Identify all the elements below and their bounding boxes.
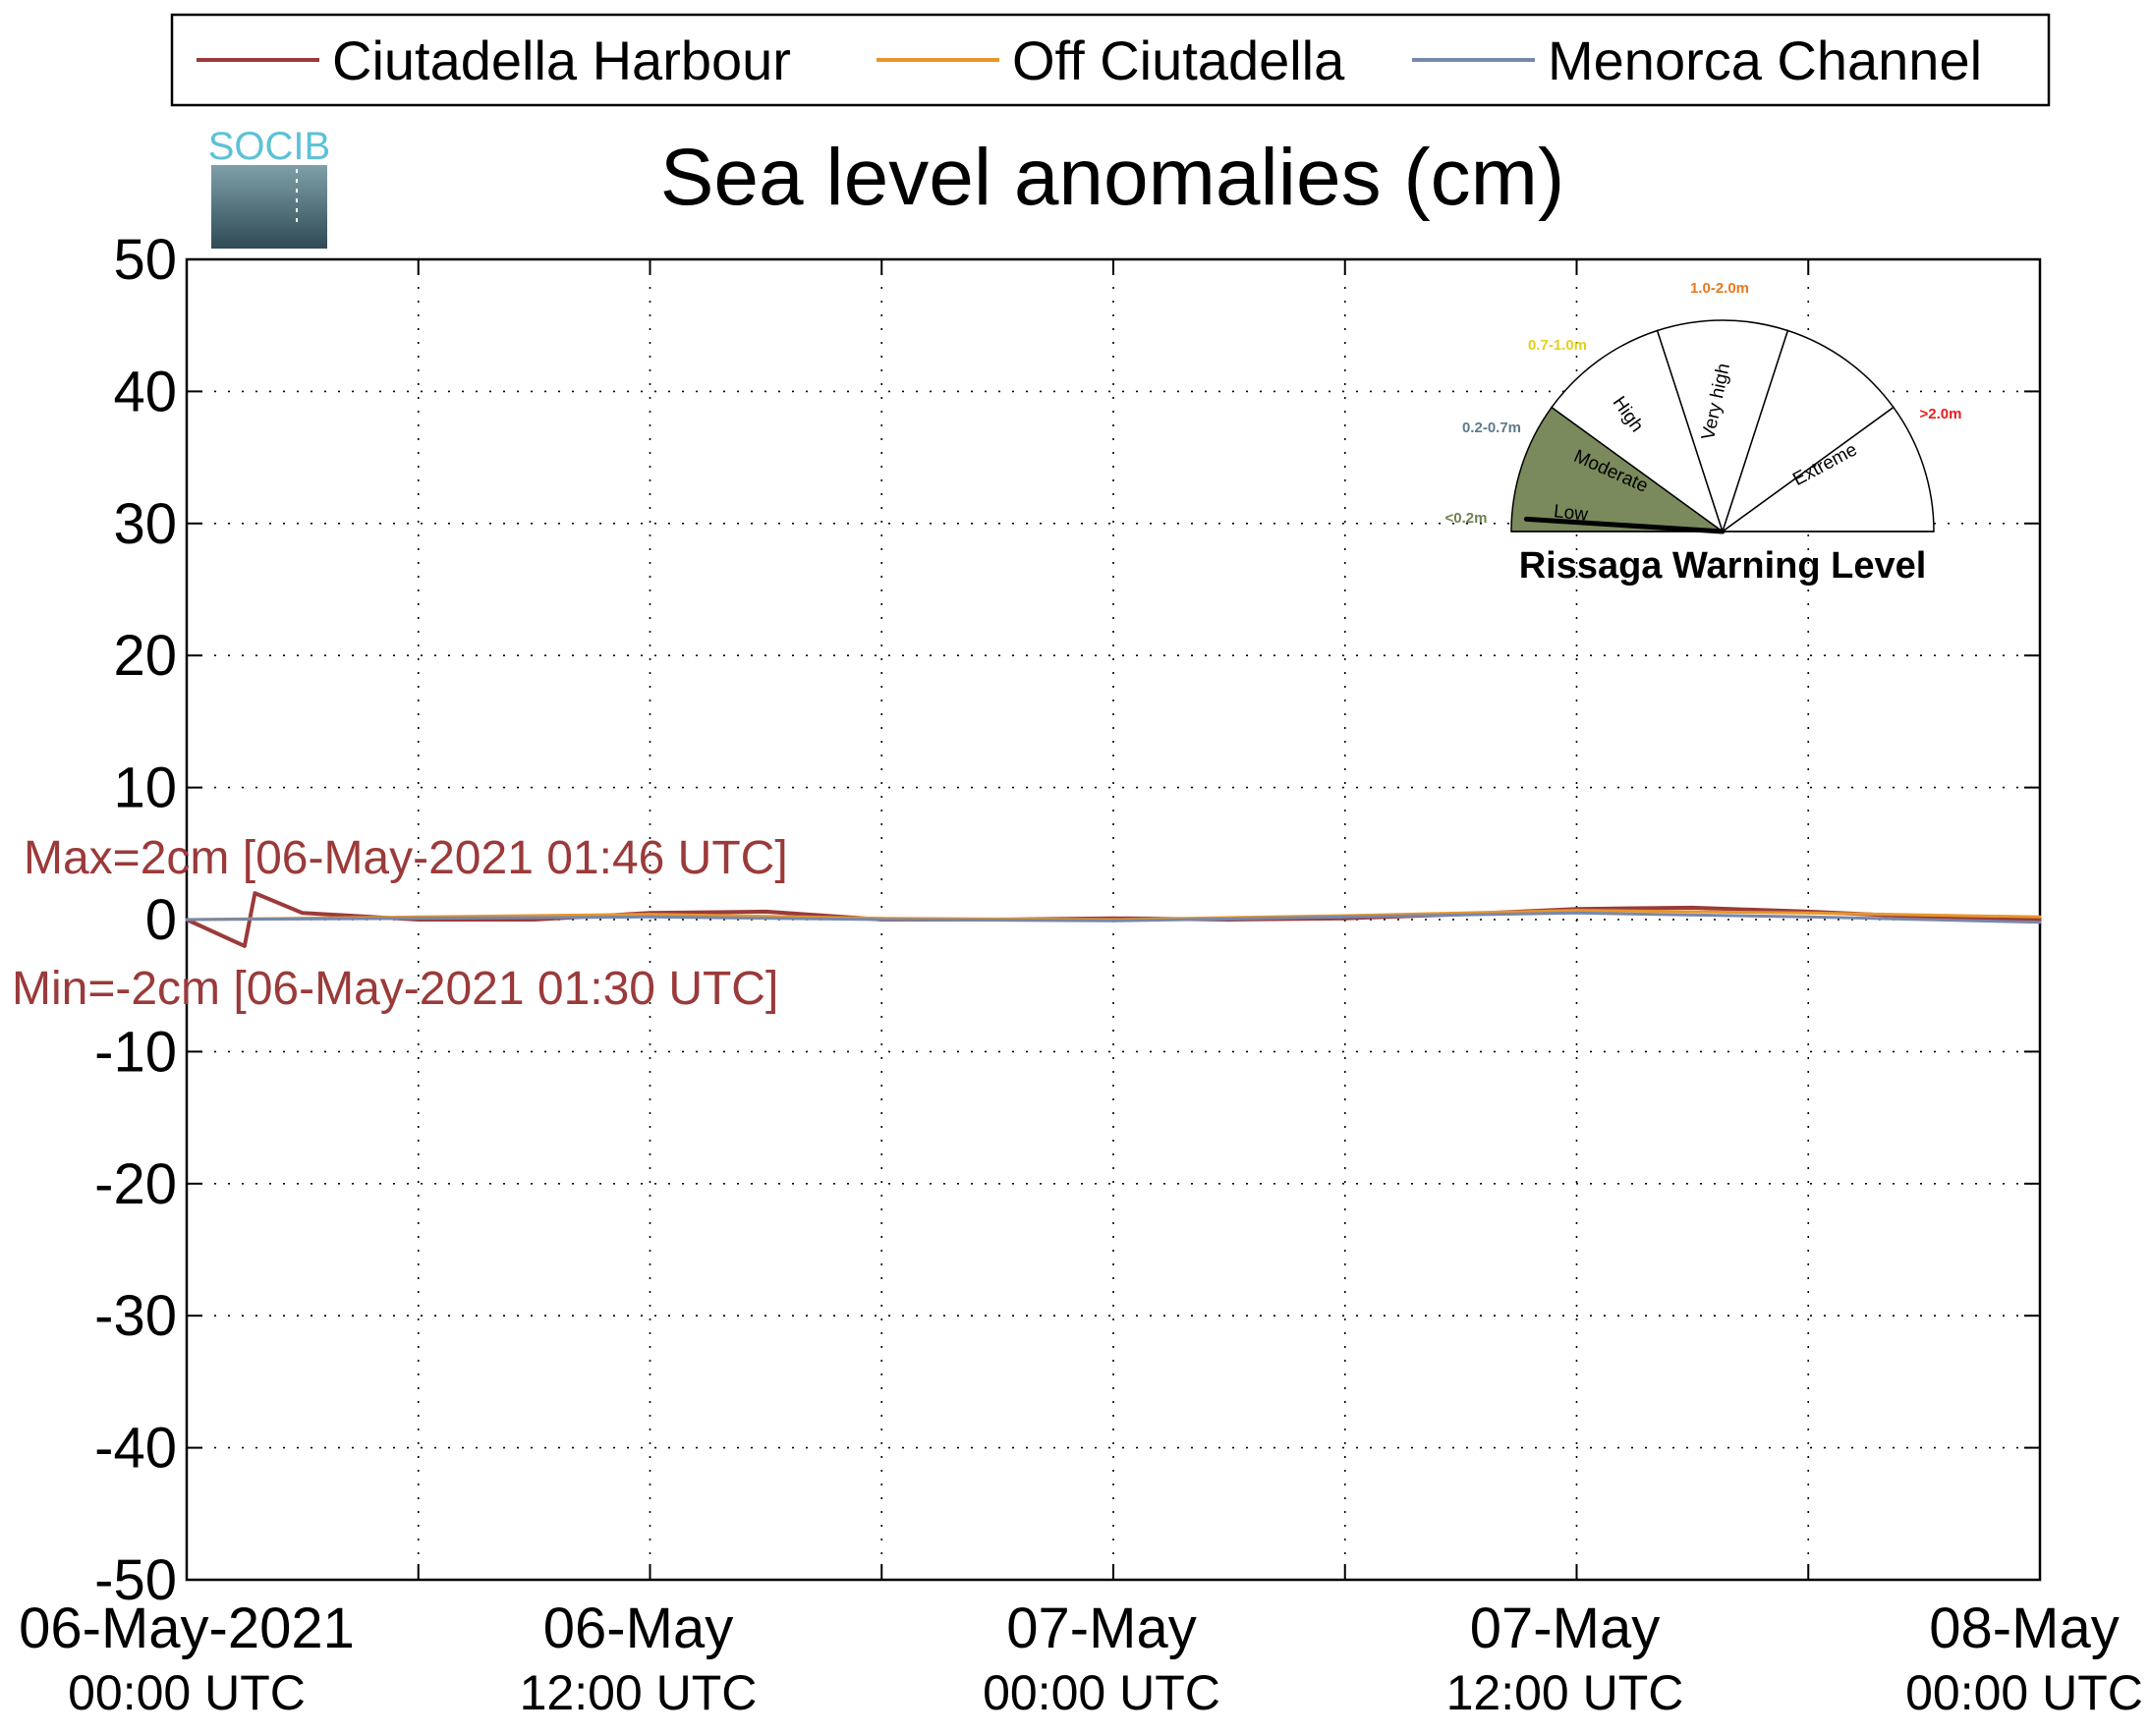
- x-tick-label-date: 08-May: [1929, 1596, 2119, 1660]
- legend-label-off-ciutadella: Off Ciutadella: [1012, 29, 1345, 91]
- y-tick-label: 20: [113, 624, 177, 688]
- y-axis: 50 40 30 20 10 0 -10 -20 -30 -40 -50: [94, 228, 2040, 1612]
- legend: Ciutadella Harbour Off Ciutadella Menorc…: [170, 13, 2051, 107]
- data-point-off-ciutadella: [649, 913, 651, 917]
- gauge-range-low: <0.2m: [1445, 510, 1488, 527]
- data-point-off-ciutadella: [2038, 915, 2042, 919]
- gauge-range-high: 0.7-1.0m: [1528, 337, 1587, 354]
- data-point-menorca-channel: [417, 917, 421, 921]
- x-tick-label-time: 00:00 UTC: [68, 1665, 306, 1720]
- x-tick-label-time: 12:00 UTC: [520, 1665, 758, 1720]
- y-tick-label: -10: [94, 1020, 177, 1084]
- y-tick-label: -30: [94, 1284, 177, 1348]
- x-tick-label-date: 07-May: [1006, 1596, 1196, 1660]
- socib-logo-text: SOCIB: [208, 125, 330, 168]
- x-tick-label-time: 00:00 UTC: [983, 1665, 1220, 1720]
- data-point-ciutadella-harbour: [764, 910, 767, 914]
- data-point-ciutadella-harbour: [301, 911, 305, 915]
- data-point-ciutadella-harbour: [1690, 906, 1694, 910]
- y-tick-label: 0: [145, 888, 177, 952]
- y-tick-label: 40: [113, 360, 177, 423]
- y-tick-label: -50: [94, 1548, 177, 1612]
- legend-label-ciutadella-harbour: Ciutadella Harbour: [332, 29, 791, 91]
- y-tick-label: 30: [113, 492, 177, 556]
- gauge-sector-low: [1510, 406, 1726, 532]
- chart-title: Sea level anomalies (cm): [660, 133, 1565, 222]
- gauge-needle: [1523, 516, 1726, 534]
- x-tick-label-date: 06-May-2021: [19, 1596, 355, 1660]
- legend-item-menorca-channel: Menorca Channel: [1412, 29, 1982, 91]
- data-point-off-ciutadella: [1806, 911, 1810, 915]
- y-tick-label: 50: [113, 228, 177, 292]
- min-annotation: Min=-2cm [06-May-2021 01:30 UTC]: [12, 963, 778, 1015]
- socib-logo: SOCIB: [208, 125, 330, 249]
- data-point-menorca-channel: [1343, 915, 1347, 919]
- y-tick-label: 10: [113, 756, 177, 820]
- gauge-sector-high: [1656, 319, 1789, 534]
- x-tick-label-time: 00:00 UTC: [1905, 1665, 2143, 1720]
- gauge-sector-moderate: [1551, 329, 1725, 533]
- y-tick-label: -20: [94, 1152, 177, 1216]
- x-tick-label-date: 07-May: [1470, 1596, 1660, 1660]
- gauge-range-very-high: 1.0-2.0m: [1690, 280, 1749, 297]
- data-point-menorca-channel: [1111, 919, 1115, 923]
- gauge-range-moderate: 0.2-0.7m: [1462, 420, 1521, 436]
- x-tick-label-date: 06-May: [543, 1596, 733, 1660]
- data-point-ciutadella-harbour: [243, 944, 247, 948]
- data-point-menorca-channel: [879, 918, 883, 922]
- legend-item-off-ciutadella: Off Ciutadella: [877, 29, 1345, 91]
- data-point-menorca-channel: [185, 918, 189, 922]
- x-tick-label-time: 12:00 UTC: [1446, 1665, 1684, 1720]
- gauge-sector-very-high: [1721, 329, 1895, 533]
- socib-logo-mark: [211, 165, 327, 249]
- gauge-sector-extreme: [1720, 406, 1935, 532]
- legend-label-menorca-channel: Menorca Channel: [1548, 29, 1982, 91]
- rissaga-warning-gauge: Rissaga Warning Level Low<0.2mModerate0.…: [1445, 280, 1962, 587]
- data-point-ciutadella-harbour: [2038, 918, 2042, 922]
- data-point-off-ciutadella: [1575, 909, 1578, 913]
- series-layer: [185, 891, 2042, 948]
- data-point-ciutadella-harbour: [253, 891, 256, 895]
- gauge-title: Rissaga Warning Level: [1519, 545, 1927, 587]
- data-point-menorca-channel: [1575, 911, 1578, 915]
- y-tick-label: -40: [94, 1417, 177, 1481]
- gauge-range-extreme: >2.0m: [1920, 406, 1962, 422]
- legend-item-ciutadella-harbour: Ciutadella Harbour: [197, 29, 791, 91]
- max-annotation: Max=2cm [06-May-2021 01:46 UTC]: [24, 832, 788, 884]
- data-point-menorca-channel: [1806, 915, 1810, 919]
- data-point-menorca-channel: [649, 915, 651, 919]
- data-point-menorca-channel: [2038, 921, 2042, 924]
- legend-box: [170, 13, 2051, 107]
